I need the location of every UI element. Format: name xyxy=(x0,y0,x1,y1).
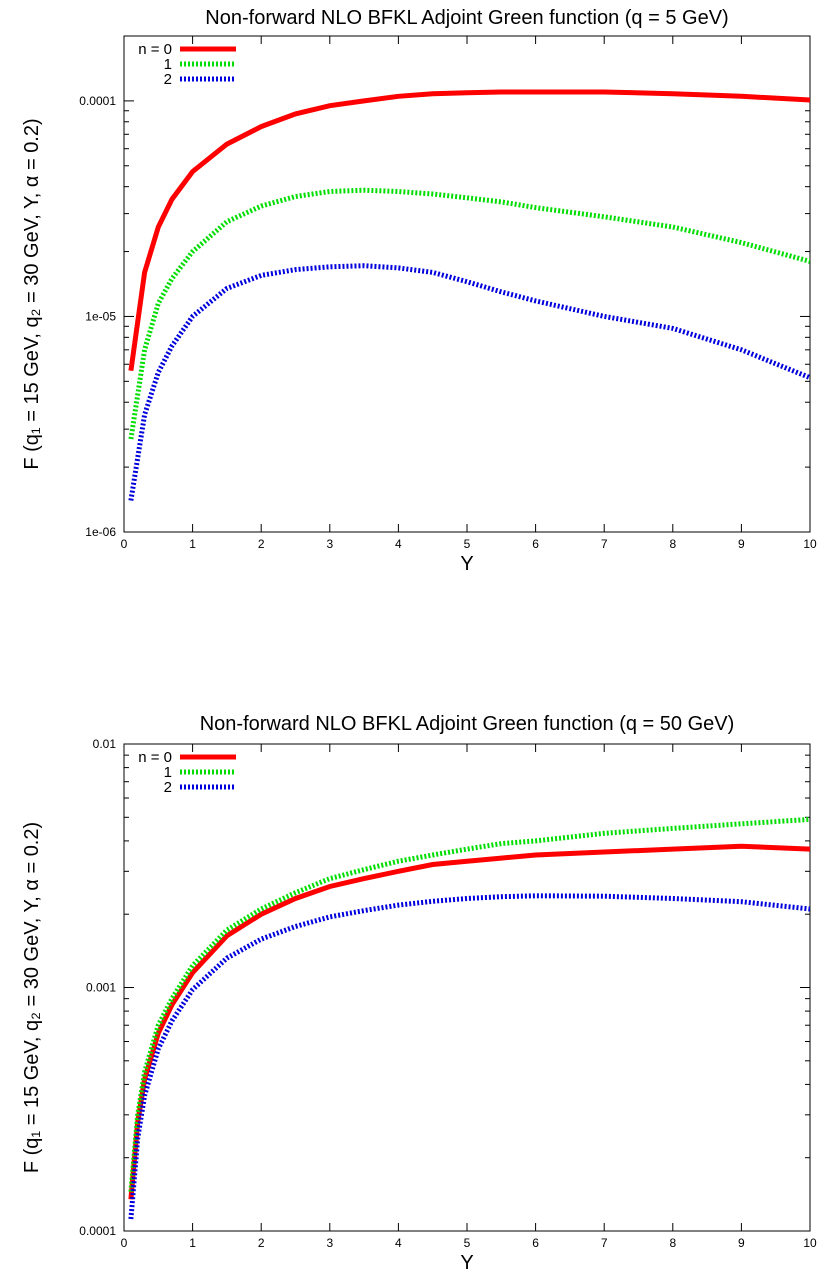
chart-title: Non-forward NLO BFKL Adjoint Green funct… xyxy=(200,713,735,735)
x-tick-label: 7 xyxy=(601,1236,608,1250)
x-tick-label: 4 xyxy=(395,537,402,551)
y-axis-label: F (q₁ = 15 GeV, q₂ = 30 GeV, Y, α = 0.2) xyxy=(21,822,43,1173)
y-tick-label: 0.0001 xyxy=(79,94,116,108)
x-tick-label: 1 xyxy=(189,537,196,551)
legend-label-0: n = 0 xyxy=(138,749,172,766)
x-tick-label: 8 xyxy=(669,1236,676,1250)
x-tick-label: 0 xyxy=(121,537,128,551)
x-tick-label: 2 xyxy=(258,537,265,551)
plot-frame xyxy=(123,743,811,1232)
x-tick-label: 10 xyxy=(803,537,817,551)
x-tick-label: 4 xyxy=(395,1236,402,1250)
y-axis-label: F (q₁ = 15 GeV, q₂ = 30 GeV, Y, α = 0.2) xyxy=(21,118,43,469)
chart-title: Non-forward NLO BFKL Adjoint Green funct… xyxy=(205,7,728,29)
legend-label-2: 2 xyxy=(164,71,172,88)
x-axis-label: Y xyxy=(460,553,473,575)
series-line-2 xyxy=(128,263,810,501)
x-tick-label: 9 xyxy=(738,1236,745,1250)
y-tick-label: 0.001 xyxy=(86,981,116,995)
series-line-0 xyxy=(128,89,810,372)
plot-frame xyxy=(123,35,811,533)
x-tick-label: 5 xyxy=(464,1236,471,1250)
legend-label-2: 2 xyxy=(164,779,172,796)
x-tick-label: 3 xyxy=(326,1236,333,1250)
series-line-0 xyxy=(128,843,810,1200)
series-line-2 xyxy=(128,893,810,1220)
x-tick-label: 7 xyxy=(601,537,608,551)
legend-label-1: 1 xyxy=(164,764,172,781)
x-tick-label: 5 xyxy=(464,537,471,551)
x-tick-label: 0 xyxy=(121,1236,128,1250)
series-line-1 xyxy=(128,816,810,1192)
y-tick-label: 1e-06 xyxy=(85,525,116,539)
x-tick-label: 6 xyxy=(532,537,539,551)
x-tick-label: 3 xyxy=(326,537,333,551)
series-line-1 xyxy=(128,187,810,440)
x-axis-label: Y xyxy=(460,1252,473,1274)
chart-bottom: Non-forward NLO BFKL Adjoint Green funct… xyxy=(21,713,817,1274)
legend-label-0: n = 0 xyxy=(138,41,172,58)
x-tick-label: 2 xyxy=(258,1236,265,1250)
chart-top: Non-forward NLO BFKL Adjoint Green funct… xyxy=(21,7,817,575)
x-tick-label: 10 xyxy=(803,1236,817,1250)
y-tick-label: 0.01 xyxy=(93,737,117,751)
y-tick-label: 0.0001 xyxy=(79,1224,116,1238)
x-tick-label: 9 xyxy=(738,537,745,551)
x-tick-label: 6 xyxy=(532,1236,539,1250)
x-tick-label: 8 xyxy=(669,537,676,551)
x-tick-label: 1 xyxy=(189,1236,196,1250)
legend-label-1: 1 xyxy=(164,56,172,73)
y-tick-label: 1e-05 xyxy=(85,309,116,323)
